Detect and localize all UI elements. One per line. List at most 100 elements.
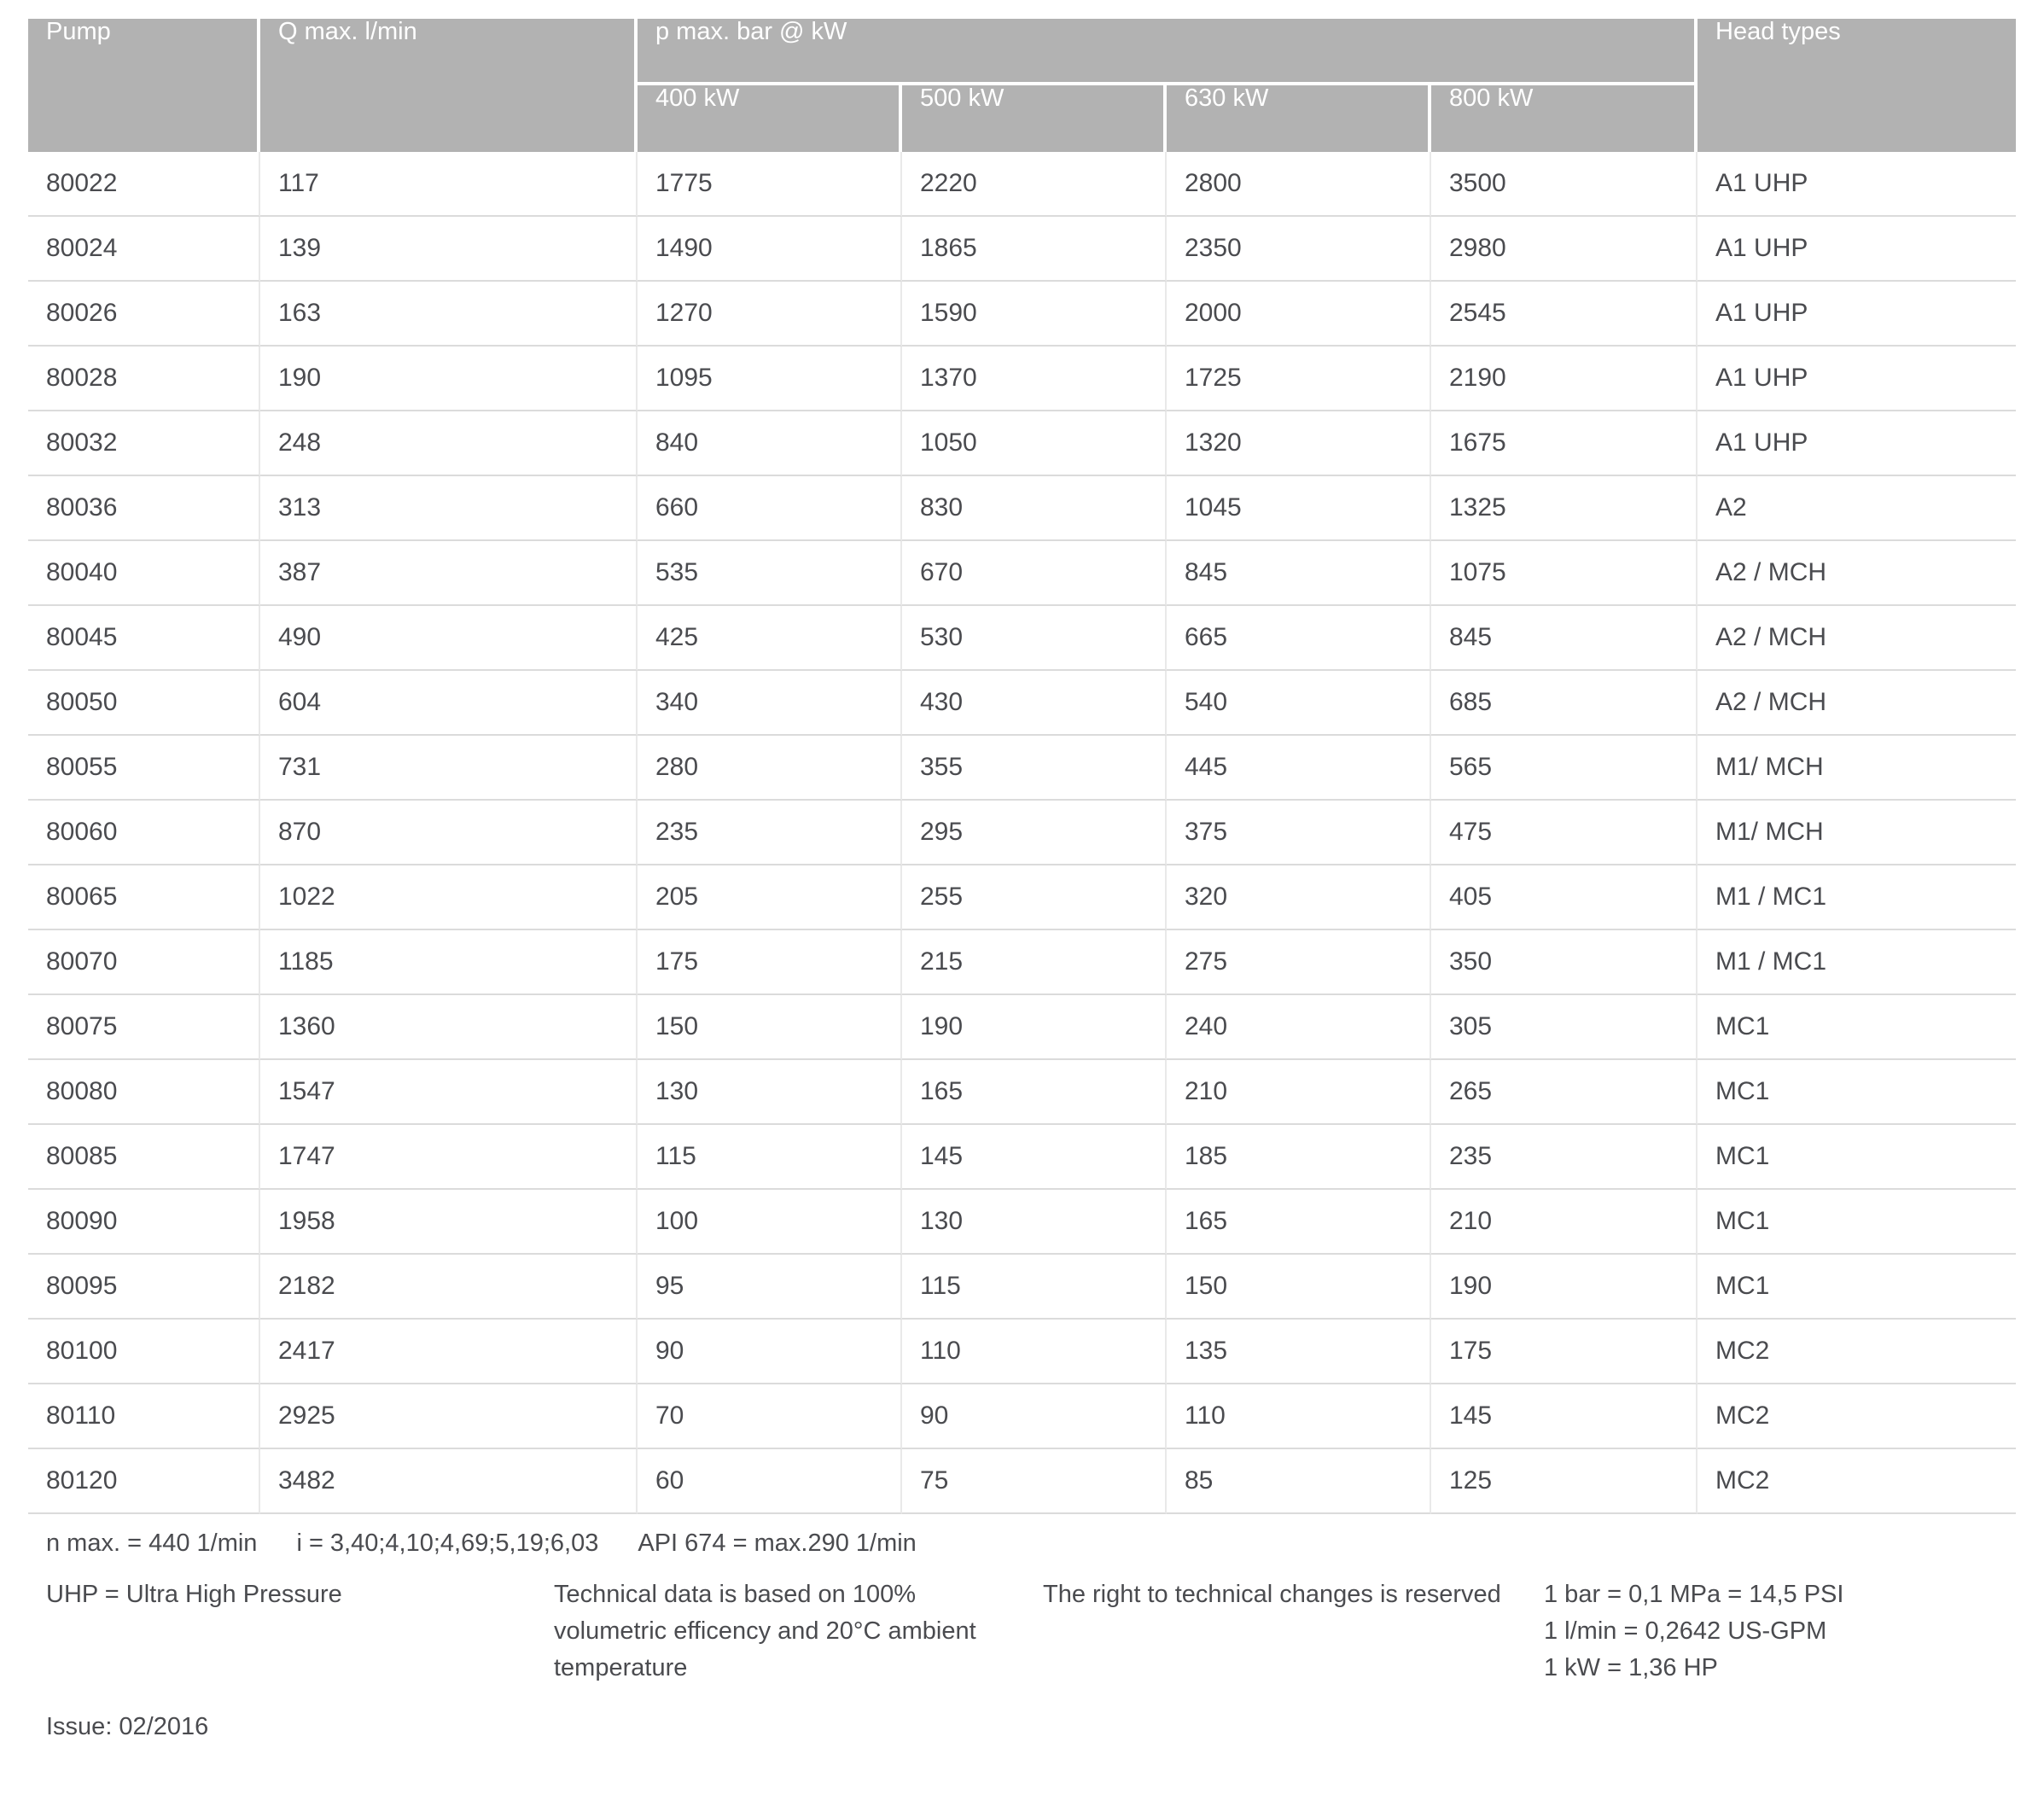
column-header-630kw: 630 kW xyxy=(1167,85,1431,152)
column-header-800kw: 800 kW xyxy=(1431,85,1698,152)
p-max-800kw-cell: 305 xyxy=(1431,995,1698,1060)
p-max-500kw-cell: 670 xyxy=(902,541,1167,606)
p-max-800kw-cell: 685 xyxy=(1431,671,1698,736)
pump-cell: 80070 xyxy=(28,930,260,995)
p-max-630kw-cell: 375 xyxy=(1167,801,1431,865)
p-max-400kw-cell: 840 xyxy=(638,411,902,476)
pump-cell: 80085 xyxy=(28,1125,260,1190)
pump-cell: 80055 xyxy=(28,736,260,801)
q-max-cell: 117 xyxy=(260,152,638,217)
p-max-400kw-cell: 425 xyxy=(638,606,902,671)
head-type-cell: A1 UHP xyxy=(1698,347,2016,411)
pump-cell: 80100 xyxy=(28,1320,260,1384)
p-max-500kw-cell: 90 xyxy=(902,1384,1167,1449)
pump-cell: 80045 xyxy=(28,606,260,671)
conversion-lmin-gpm: 1 l/min = 0,2642 US-GPM xyxy=(1544,1617,1827,1645)
p-max-800kw-cell: 2980 xyxy=(1431,217,1698,282)
p-max-500kw-cell: 2220 xyxy=(902,152,1167,217)
head-type-cell: A2 / MCH xyxy=(1698,606,2016,671)
footnote-api-674: API 674 = max.290 1/min xyxy=(638,1530,917,1557)
p-max-800kw-cell: 565 xyxy=(1431,736,1698,801)
p-max-630kw-cell: 665 xyxy=(1167,606,1431,671)
pump-cell: 80022 xyxy=(28,152,260,217)
pump-cell: 80110 xyxy=(28,1384,260,1449)
conversion-bar-psi: 1 bar = 0,1 MPa = 14,5 PSI xyxy=(1544,1581,1844,1608)
table-row: 80036 313 660 830 1045 1325 A2 xyxy=(28,476,2016,541)
head-type-cell: MC2 xyxy=(1698,1449,2016,1514)
p-max-630kw-cell: 85 xyxy=(1167,1449,1431,1514)
q-max-cell: 248 xyxy=(260,411,638,476)
note-technical-line: volumetric efficency and 20°C ambient xyxy=(554,1617,976,1645)
head-type-cell: A1 UHP xyxy=(1698,411,2016,476)
pump-cell: 80050 xyxy=(28,671,260,736)
pump-cell: 80090 xyxy=(28,1190,260,1255)
pump-cell: 80036 xyxy=(28,476,260,541)
q-max-cell: 313 xyxy=(260,476,638,541)
pump-cell: 80065 xyxy=(28,865,260,930)
p-max-630kw-cell: 1045 xyxy=(1167,476,1431,541)
p-max-400kw-cell: 1490 xyxy=(638,217,902,282)
p-max-400kw-cell: 660 xyxy=(638,476,902,541)
pump-cell: 80060 xyxy=(28,801,260,865)
p-max-800kw-cell: 175 xyxy=(1431,1320,1698,1384)
p-max-800kw-cell: 845 xyxy=(1431,606,1698,671)
p-max-400kw-cell: 535 xyxy=(638,541,902,606)
p-max-800kw-cell: 2190 xyxy=(1431,347,1698,411)
table-row: 80028 190 1095 1370 1725 2190 A1 UHP xyxy=(28,347,2016,411)
table-row: 80040 387 535 670 845 1075 A2 / MCH xyxy=(28,541,2016,606)
head-type-cell: MC1 xyxy=(1698,1190,2016,1255)
head-type-cell: MC1 xyxy=(1698,1125,2016,1190)
head-type-cell: M1/ MCH xyxy=(1698,801,2016,865)
table-row: 80085 1747 115 145 185 235 MC1 xyxy=(28,1125,2016,1190)
p-max-500kw-cell: 1865 xyxy=(902,217,1167,282)
table-row: 80022 117 1775 2220 2800 3500 A1 UHP xyxy=(28,152,2016,217)
table-row: 80110 2925 70 90 110 145 MC2 xyxy=(28,1384,2016,1449)
p-max-500kw-cell: 110 xyxy=(902,1320,1167,1384)
table-row: 80055 731 280 355 445 565 M1/ MCH xyxy=(28,736,2016,801)
p-max-630kw-cell: 445 xyxy=(1167,736,1431,801)
p-max-400kw-cell: 150 xyxy=(638,995,902,1060)
pump-cell: 80026 xyxy=(28,282,260,347)
p-max-500kw-cell: 530 xyxy=(902,606,1167,671)
head-type-cell: M1/ MCH xyxy=(1698,736,2016,801)
table-row: 80080 1547 130 165 210 265 MC1 xyxy=(28,1060,2016,1125)
p-max-500kw-cell: 75 xyxy=(902,1449,1167,1514)
p-max-400kw-cell: 1095 xyxy=(638,347,902,411)
q-max-cell: 2417 xyxy=(260,1320,638,1384)
p-max-500kw-cell: 1590 xyxy=(902,282,1167,347)
head-type-cell: MC1 xyxy=(1698,1060,2016,1125)
p-max-400kw-cell: 60 xyxy=(638,1449,902,1514)
p-max-400kw-cell: 100 xyxy=(638,1190,902,1255)
p-max-400kw-cell: 70 xyxy=(638,1384,902,1449)
p-max-400kw-cell: 1775 xyxy=(638,152,902,217)
p-max-500kw-cell: 115 xyxy=(902,1255,1167,1320)
head-type-cell: A2 / MCH xyxy=(1698,541,2016,606)
q-max-cell: 387 xyxy=(260,541,638,606)
p-max-500kw-cell: 355 xyxy=(902,736,1167,801)
head-type-cell: MC1 xyxy=(1698,995,2016,1060)
pump-cell: 80028 xyxy=(28,347,260,411)
table-row: 80090 1958 100 130 165 210 MC1 xyxy=(28,1190,2016,1255)
note-uhp-definition: UHP = Ultra High Pressure xyxy=(46,1581,342,1608)
p-max-800kw-cell: 1325 xyxy=(1431,476,1698,541)
p-max-800kw-cell: 1675 xyxy=(1431,411,1698,476)
p-max-500kw-cell: 215 xyxy=(902,930,1167,995)
p-max-630kw-cell: 110 xyxy=(1167,1384,1431,1449)
column-header-head-types: Head types xyxy=(1698,19,2016,152)
p-max-800kw-cell: 125 xyxy=(1431,1449,1698,1514)
table-row: 80045 490 425 530 665 845 A2 / MCH xyxy=(28,606,2016,671)
p-max-800kw-cell: 475 xyxy=(1431,801,1698,865)
table-row: 80100 2417 90 110 135 175 MC2 xyxy=(28,1320,2016,1384)
q-max-cell: 1958 xyxy=(260,1190,638,1255)
column-header-pump: Pump xyxy=(28,19,260,152)
q-max-cell: 870 xyxy=(260,801,638,865)
pump-cell: 80095 xyxy=(28,1255,260,1320)
q-max-cell: 1022 xyxy=(260,865,638,930)
p-max-400kw-cell: 95 xyxy=(638,1255,902,1320)
p-max-500kw-cell: 295 xyxy=(902,801,1167,865)
p-max-500kw-cell: 830 xyxy=(902,476,1167,541)
p-max-800kw-cell: 1075 xyxy=(1431,541,1698,606)
footnote-ratio-i: i = 3,40;4,10;4,69;5,19;6,03 xyxy=(296,1530,599,1557)
p-max-630kw-cell: 210 xyxy=(1167,1060,1431,1125)
pump-table-body: 80022 117 1775 2220 2800 3500 A1 UHP 80024 139 14… xyxy=(28,152,2016,1514)
